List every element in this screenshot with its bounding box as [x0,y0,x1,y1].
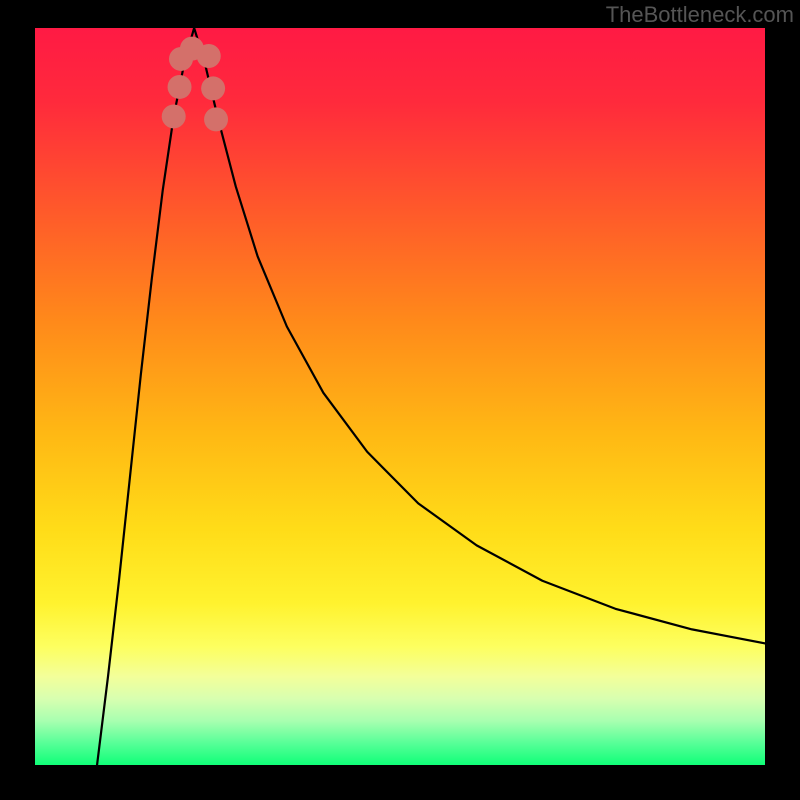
chart-svg [35,28,765,765]
data-marker [204,107,228,131]
chart-container: TheBottleneck.com [0,0,800,800]
plot-background [35,28,765,765]
data-marker [168,75,192,99]
data-marker [201,76,225,100]
data-marker [197,44,221,68]
watermark-text: TheBottleneck.com [606,2,794,28]
data-marker [162,104,186,128]
